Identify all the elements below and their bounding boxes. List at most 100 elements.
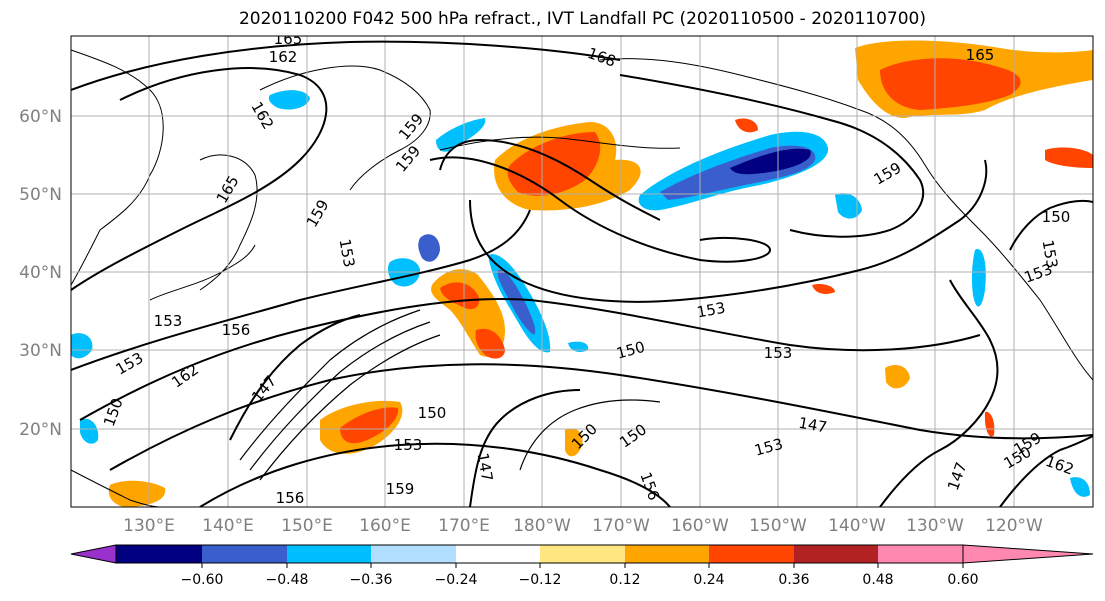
anomaly-region <box>1070 477 1090 497</box>
lon-label: 150°W <box>749 516 807 536</box>
colorbar-label: 0.60 <box>947 572 978 588</box>
colorbar: −0.60 −0.48 −0.36 −0.24 −0.12 0.12 0.24 … <box>70 544 1094 588</box>
contour-line <box>429 156 772 263</box>
latitude-labels: 60°N 50°N 40°N 30°N 20°N <box>19 107 62 440</box>
lon-label: 170°E <box>438 516 490 536</box>
sakhalin-coastline <box>199 154 258 291</box>
colorbar-segment <box>202 545 287 563</box>
colorbar-label: −0.48 <box>266 572 309 588</box>
colorbar-label: 0.12 <box>609 572 640 588</box>
aleutian-chain <box>439 136 681 151</box>
anomaly-region <box>418 234 440 262</box>
colorbar-segment <box>878 545 963 563</box>
lon-label: 180°W <box>513 516 571 536</box>
contour-line <box>229 314 361 441</box>
longitude-labels: 130°E 140°E 150°E 160°E 170°E 180°W 170°… <box>123 516 1043 536</box>
lon-label: 130°W <box>906 516 964 536</box>
colorbar-segment <box>116 545 202 563</box>
anomaly-region <box>475 328 505 359</box>
north-america-coastline <box>599 58 1093 381</box>
contour-label: 153 <box>154 312 183 330</box>
colorbar-extend-min <box>70 544 117 564</box>
colorbar-label: 0.36 <box>778 572 809 588</box>
contour-label: 150 <box>418 404 447 422</box>
anomaly-region <box>971 249 986 307</box>
colorbar-segment <box>794 545 878 563</box>
colorbar-label: −0.24 <box>435 572 478 588</box>
anomaly-region <box>568 341 589 352</box>
map-title: 2020110200 F042 500 hPa refract., IVT La… <box>238 9 926 29</box>
lon-label: 170°W <box>592 516 650 536</box>
contour-label: 153 <box>394 436 423 454</box>
contour-line <box>239 309 421 461</box>
lat-label: 40°N <box>19 263 62 283</box>
colorbar-segment <box>625 545 709 563</box>
anomaly-region <box>1045 147 1093 168</box>
anomaly-region <box>497 269 536 335</box>
japan-coastline <box>149 244 256 301</box>
colorbar-label: 0.24 <box>693 572 724 588</box>
colorbar-label: −0.60 <box>181 572 224 588</box>
lat-label: 20°N <box>19 420 62 440</box>
anomaly-region <box>880 58 1021 110</box>
colorbar-segment <box>371 545 456 563</box>
southeast-asia-coastline <box>71 469 161 507</box>
contour-label: 153 <box>695 299 726 322</box>
lon-label: 140°E <box>202 516 254 536</box>
contour-line <box>439 138 661 221</box>
contour-line <box>249 321 431 471</box>
colorbar-extend-max <box>962 544 1094 564</box>
lat-label: 60°N <box>19 107 62 127</box>
colorbar-label: 0.48 <box>862 572 893 588</box>
contour-label: 147 <box>474 451 497 482</box>
contour-line <box>469 159 988 303</box>
contour-line <box>619 74 925 238</box>
lat-label: 50°N <box>19 185 62 205</box>
anomaly-region <box>735 118 758 133</box>
contour-lines <box>71 40 1093 507</box>
contour-label: 165 <box>274 30 303 48</box>
colorbar-segment <box>456 545 540 563</box>
contour-line <box>71 209 531 371</box>
contour-label: 156 <box>276 489 305 507</box>
contour-label: 150 <box>1042 208 1071 226</box>
anomaly-region <box>984 411 995 437</box>
anomaly-region <box>71 333 93 359</box>
anomaly-region <box>565 428 583 457</box>
contour-label: 165 <box>966 46 995 64</box>
anomaly-region <box>108 480 166 507</box>
contour-label: 159 <box>386 480 415 498</box>
contour-line <box>469 389 581 507</box>
anomaly-region <box>440 282 480 310</box>
lon-label: 140°W <box>828 516 886 536</box>
contour-label: 147 <box>797 414 828 437</box>
contour-label: 156 <box>222 321 251 339</box>
colorbar-segment <box>540 545 625 563</box>
colorbar-segment <box>287 545 371 563</box>
anomaly-region <box>835 193 862 219</box>
map-frame <box>70 35 1094 508</box>
colorbar-label: −0.12 <box>519 572 562 588</box>
contour-label: 153 <box>336 237 359 268</box>
lon-label: 160°W <box>671 516 729 536</box>
anomaly-region <box>80 418 99 444</box>
contour-line <box>1009 199 1093 251</box>
contour-line <box>79 298 981 421</box>
anomaly-region <box>268 90 310 110</box>
contour-label: 162 <box>269 48 298 66</box>
colorbar-tick-labels: −0.60 −0.48 −0.36 −0.24 −0.12 0.12 0.24 … <box>181 563 979 588</box>
contour-line <box>199 442 671 507</box>
gridlines <box>71 36 1093 507</box>
anomaly-region <box>885 365 910 389</box>
anomaly-region <box>436 118 486 152</box>
contour-label: 153 <box>1039 238 1062 269</box>
contour-line <box>999 435 1093 507</box>
contour-line <box>71 40 621 91</box>
anomaly-region <box>812 283 835 294</box>
contour-line <box>879 279 999 507</box>
contour-lines-thin <box>239 309 661 481</box>
contour-line <box>71 67 328 291</box>
colorbar-label: −0.36 <box>350 572 393 588</box>
contour-label: 153 <box>764 344 793 362</box>
